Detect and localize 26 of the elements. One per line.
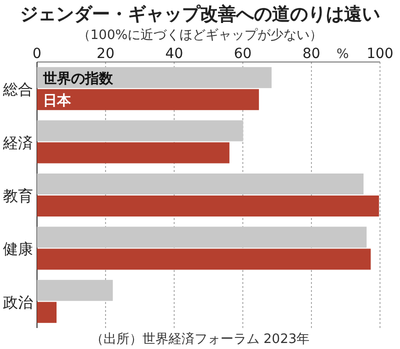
y-tick-label: 総合 (2, 80, 33, 99)
x-tick-label: 0 (32, 46, 42, 62)
x-tick-label: 80 (302, 46, 320, 62)
chart-title: ジェンダー・ギャップ改善への道のりは遠い (20, 4, 380, 25)
series-label: 日本 (43, 93, 72, 110)
y-tick-label: 教育 (3, 187, 33, 205)
bar (37, 89, 259, 110)
series-label: 世界の指数 (42, 71, 114, 88)
bar (37, 248, 371, 270)
y-tick-label: 健康 (3, 240, 33, 258)
bar (37, 302, 57, 323)
bar (37, 226, 367, 248)
bar (37, 120, 244, 142)
y-tick-label: 政治 (3, 293, 33, 312)
x-tick-label: 20 (96, 46, 115, 62)
chart-subtitle: （100%に近づくほどギャップが少ない） (77, 28, 323, 43)
y-tick-label: 経済 (2, 134, 33, 152)
bar (37, 174, 364, 194)
x-tick-label: 100 (366, 46, 394, 62)
x-tick-label: 40 (165, 46, 184, 62)
text: （出所）世界経済フォーラム 2023年 (90, 331, 310, 347)
bar (37, 142, 230, 164)
bar (37, 280, 113, 301)
bar (37, 196, 379, 216)
x-axis-title: % (336, 47, 349, 62)
x-tick-label: 60 (234, 46, 252, 62)
